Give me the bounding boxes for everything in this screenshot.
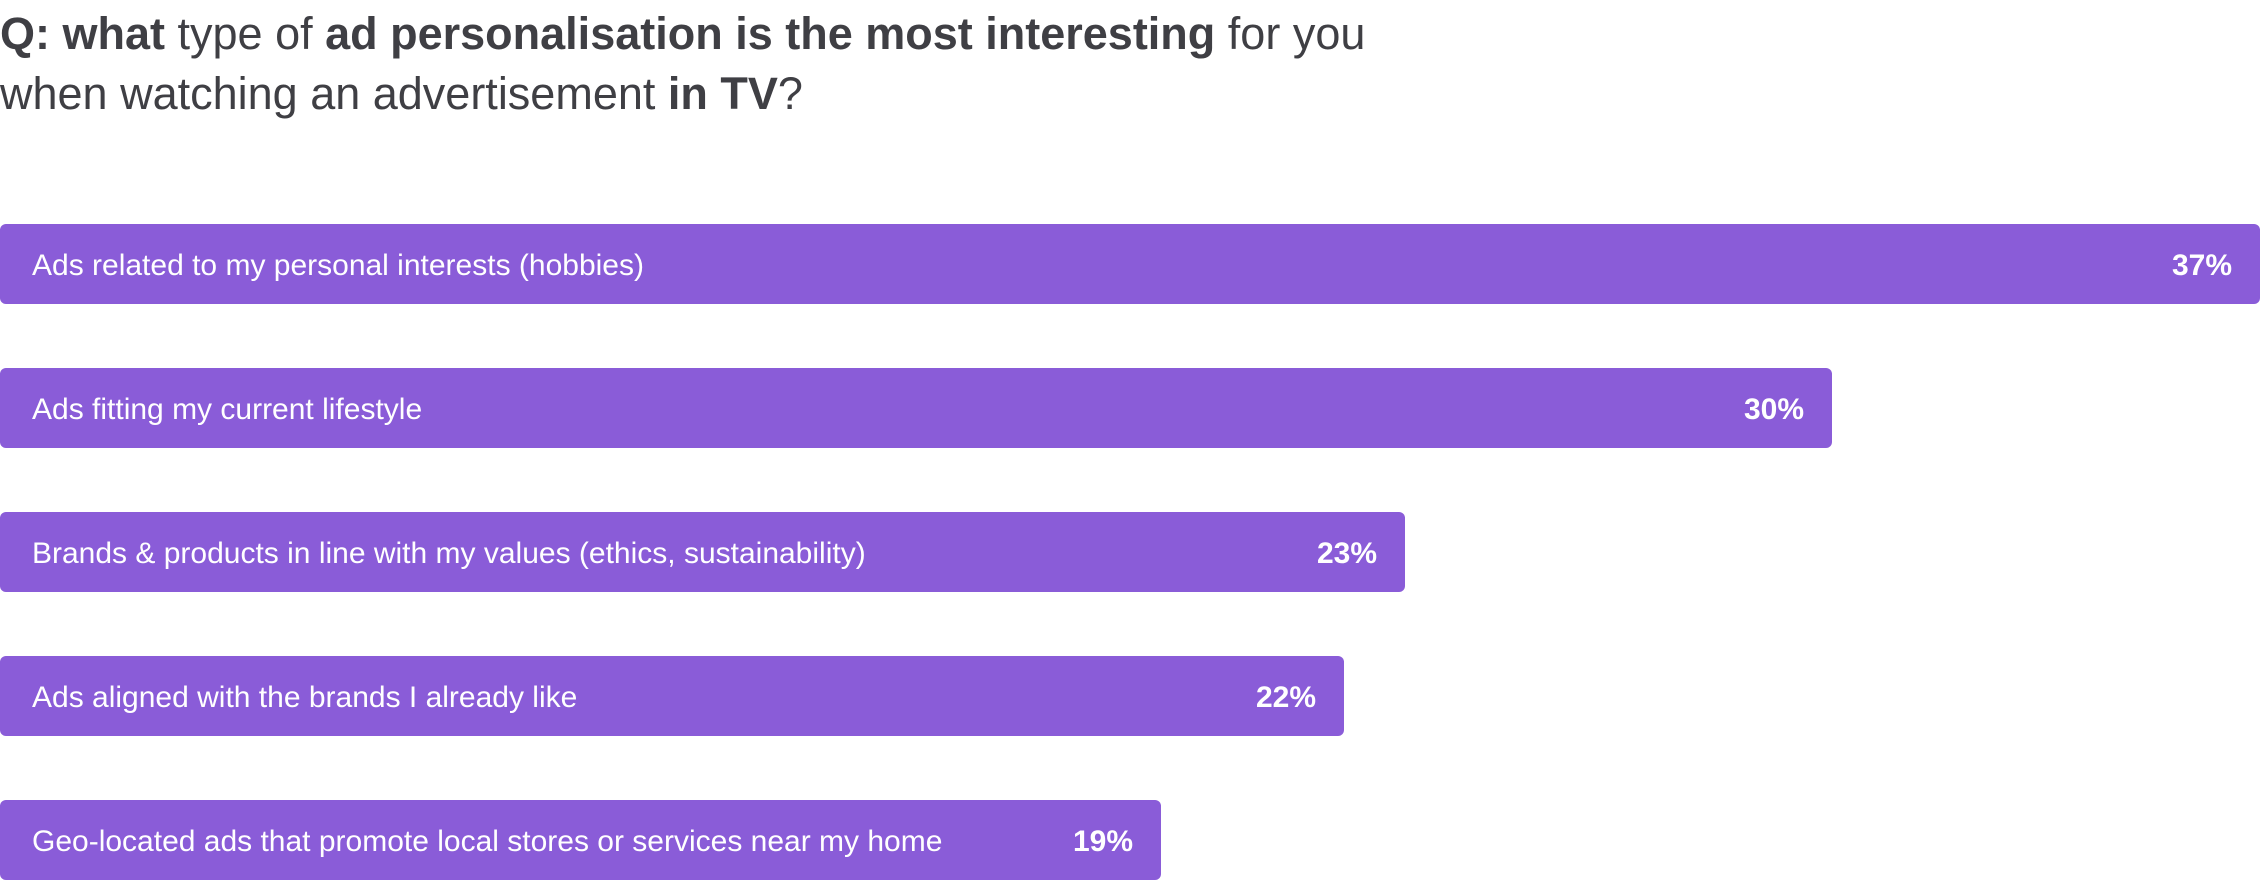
question-mark: ? xyxy=(777,68,803,119)
bar-value-label-5: 19% xyxy=(1073,825,1133,858)
question-emphasis-personalisation: ad personalisation is the most interesti… xyxy=(325,8,1216,59)
bar-3 xyxy=(0,512,1405,592)
question-text-type-of: type of xyxy=(165,8,326,59)
bar-label-4: Ads aligned with the brands I already li… xyxy=(32,681,577,714)
question-title: Q: what type of ad personalisation is th… xyxy=(0,4,1500,124)
question-text-when-watching: when watching an advertisement xyxy=(0,68,668,119)
question-text-for-you: for you xyxy=(1215,8,1366,59)
bar-label-2: Ads fitting my current lifestyle xyxy=(32,393,422,426)
bar-4 xyxy=(0,656,1344,736)
question-word-what: what xyxy=(62,8,166,59)
question-line-2: when watching an advertisement in TV? xyxy=(0,64,1500,124)
bar-value-label-4: 22% xyxy=(1256,681,1316,714)
question-emphasis-in-tv: in TV xyxy=(667,68,778,119)
bar-value-label-3: 23% xyxy=(1317,537,1377,570)
question-line-1: Q: what type of ad personalisation is th… xyxy=(0,4,1500,64)
bar-label-1: Ads related to my personal interests (ho… xyxy=(32,249,644,282)
bar-label-3: Brands & products in line with my values… xyxy=(32,537,866,570)
bar-1 xyxy=(0,224,2260,304)
bar-5 xyxy=(0,800,1161,880)
question-prefix: Q: xyxy=(0,8,63,59)
bar-label-5: Geo-located ads that promote local store… xyxy=(32,825,942,858)
bar-value-label-1: 37% xyxy=(2172,249,2232,282)
bar-value-label-2: 30% xyxy=(1744,393,1804,426)
bar-2 xyxy=(0,368,1832,448)
